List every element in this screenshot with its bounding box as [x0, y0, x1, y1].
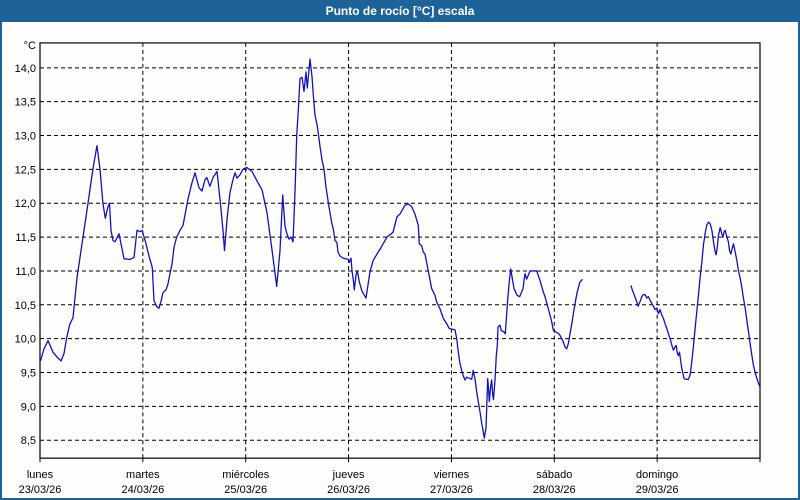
x-day-name-label: miércoles [222, 469, 270, 481]
x-day-date-label: 29/03/26 [636, 484, 679, 496]
y-tick-label: 14,0 [15, 63, 36, 75]
x-day-name-label: lunes [27, 469, 54, 481]
y-tick-label: 8,5 [21, 435, 36, 447]
x-day-name-label: martes [126, 469, 160, 481]
y-tick-label: 13,5 [15, 97, 36, 109]
dewpoint-line-segment [630, 221, 761, 388]
x-day-date-label: 27/03/26 [430, 484, 473, 496]
chart-area: 14,0 13,5 13,0 12,5 12,0 11,5 11,0 10,5 10,0 9,5 9… [0, 22, 800, 500]
x-day-name-label: sábado [536, 469, 572, 481]
y-tick-label: 11,5 [15, 232, 36, 244]
plot-border [39, 42, 761, 459]
x-day-name-label: jueves [332, 469, 365, 481]
x-day-date-label: 26/03/26 [327, 484, 370, 496]
y-tick-label: 11,0 [15, 266, 36, 278]
y-tick-label: 9,0 [21, 401, 36, 413]
x-day-date-label: 23/03/26 [19, 484, 62, 496]
x-day-name-label: viernes [434, 469, 470, 481]
y-axis-unit-label: °C [24, 40, 36, 52]
y-tick-label: 13,0 [15, 131, 36, 143]
y-tick-label: 12,5 [15, 164, 36, 176]
x-day-name-label: domingo [636, 469, 678, 481]
x-day-date-label: 24/03/26 [121, 484, 164, 496]
y-tick-label: 9,5 [21, 368, 36, 380]
x-day-date-label: 25/03/26 [224, 484, 267, 496]
y-tick-label: 10,0 [15, 334, 36, 346]
window-title: Punto de rocío [°C] escala [325, 4, 475, 18]
dewpoint-line-segment [40, 58, 583, 439]
dewpoint-chart: 14,0 13,5 13,0 12,5 12,0 11,5 11,0 10,5 10,0 9,5 9… [15, 40, 761, 496]
y-tick-label: 10,5 [15, 300, 36, 312]
y-tick-label: 12,0 [15, 198, 36, 210]
x-day-date-label: 28/03/26 [533, 484, 576, 496]
